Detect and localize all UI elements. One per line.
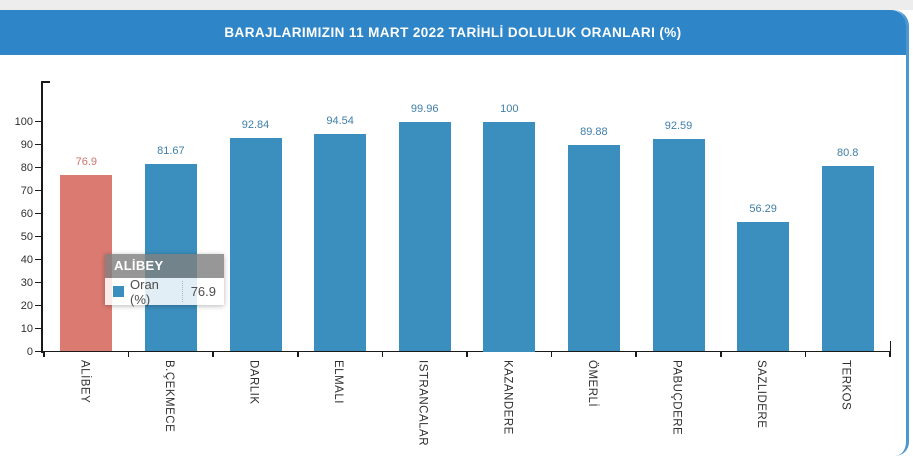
tooltip-body: Oran (%) 76.9 [105,276,224,307]
tooltip-title: ALİBEY [105,254,224,278]
series-swatch-icon [113,286,124,297]
bar-value-label: 89.88 [580,125,608,138]
bar-elmali[interactable] [314,134,367,352]
x-axis-tick [804,352,807,358]
bar-value-label: 94.54 [326,115,354,128]
x-axis-tick [297,352,299,358]
y-axis-tick [35,327,42,330]
y-axis-tick [35,189,42,192]
x-axis-tick [381,352,384,358]
y-axis-tick [35,258,42,261]
bar-istrancalar[interactable] [398,121,451,352]
y-axis-tick [35,120,42,123]
y-axis-tick [35,143,42,146]
x-axis-category-label: PABUÇDERE [670,359,683,435]
x-axis-line [41,350,891,353]
y-axis-tick-label: 40 [20,253,33,266]
y-axis-tick [35,281,42,284]
y-axis-tick-label: 80 [20,161,33,174]
bar-value-label: 76.9 [75,155,97,168]
x-axis-category-label: KAZANDERE [501,359,514,435]
bar-sazlidere[interactable] [737,222,790,352]
x-axis-category-label: B.ÇEKMECE [162,359,175,432]
page-top-strip [0,0,913,10]
bar-value-label: 92.84 [241,118,270,131]
bar-pabuçdere[interactable] [652,138,705,352]
tooltip-value: 76.9 [190,284,216,299]
y-axis-tick-label: 60 [20,207,33,220]
y-axis-line [41,81,43,353]
x-axis-tick [635,352,637,358]
bar-value-label: 100 [500,102,519,115]
bar-value-label: 56.29 [749,203,777,216]
x-axis-category-label: TERKOS [839,359,852,410]
tooltip-divider [181,281,183,302]
y-axis-tick [35,212,42,215]
y-axis-end-cap [41,81,51,83]
y-axis-tick-label: 50 [20,230,33,243]
x-axis-category-label: ALİBEY [78,359,91,403]
bar-ömerli̇[interactable] [567,144,620,352]
bar-kazandere[interactable] [483,121,536,352]
y-axis-tick [35,304,42,307]
y-axis-tick-label: 100 [14,115,33,128]
x-axis-category-label: SAZLIDERE [755,359,768,428]
bar-ali̇bey[interactable] [60,174,113,352]
bar-value-label: 99.96 [410,102,439,115]
tooltip: ALİBEY Oran (%) 76.9 [105,254,224,307]
y-axis-tick-label: 30 [20,276,33,289]
x-axis-tick [127,352,130,358]
x-axis-tick [720,352,722,358]
x-axis-category-label: ELMALI [332,359,345,404]
x-axis-category-label: ÖMERLİ [585,359,598,407]
x-axis-tick [889,352,891,358]
bar-terkos[interactable] [821,165,874,352]
x-axis-category-label: ISTRANCALAR [416,359,429,446]
x-axis-tick [43,352,45,358]
y-axis-tick [35,166,42,169]
x-axis-tick [466,352,468,358]
y-axis-tick-label: 0 [26,345,33,358]
x-axis-end-cap [889,340,891,357]
x-axis-tick [550,352,553,358]
tooltip-series-label: Oran (%) [130,276,159,307]
y-axis-tick [35,350,42,353]
chart-title: BARAJLARIMIZIN 11 MART 2022 TARİHLİ DOLU… [224,25,682,40]
x-axis-category-label: DARLIK [247,359,260,405]
bar-value-label: 81.67 [157,144,185,157]
bar-darlik[interactable] [229,137,282,352]
bar-value-label: 80.8 [836,146,859,159]
y-axis-tick-label: 20 [20,299,33,312]
y-axis-tick-label: 90 [20,138,33,151]
bar-value-label: 92.59 [664,119,693,132]
y-axis-tick-label: 70 [20,184,33,197]
x-axis-tick [212,352,214,358]
chart-title-bar: BARAJLARIMIZIN 11 MART 2022 TARİHLİ DOLU… [0,10,906,55]
y-axis-tick-label: 10 [20,322,33,335]
y-axis-tick [35,235,42,238]
